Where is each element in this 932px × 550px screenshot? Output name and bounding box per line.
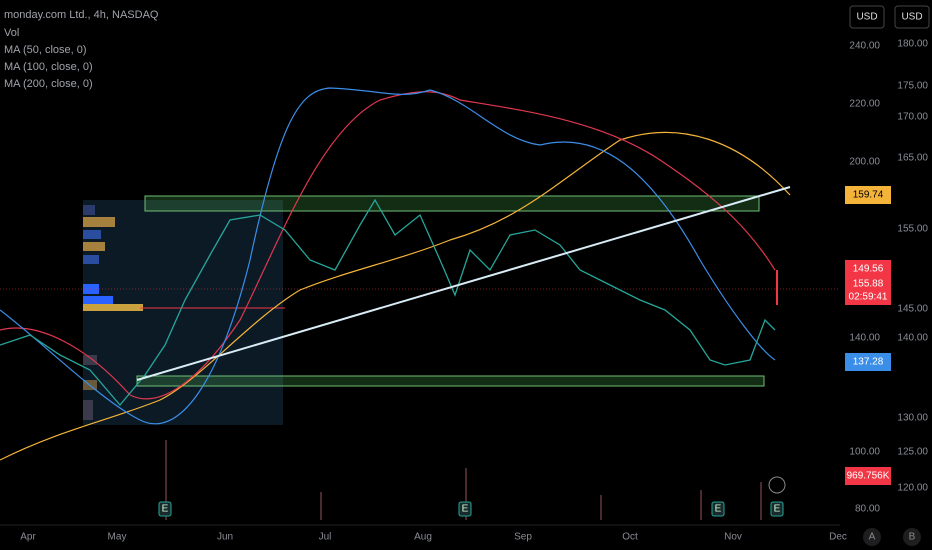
symbol-title: monday.com Ltd., 4h, NASDAQ: [4, 9, 159, 21]
price-label-right: 175.00: [897, 81, 928, 92]
earnings-marker: [458, 501, 472, 517]
price-badge: [845, 275, 891, 305]
earnings-marker: [711, 501, 725, 517]
time-label: Dec: [829, 532, 847, 543]
earnings-marker: [158, 501, 172, 517]
support-zone: [136, 375, 765, 387]
time-label: Sep: [514, 532, 532, 543]
price-badge-label: 149.56: [853, 264, 884, 275]
earnings-marker-label: E: [162, 504, 169, 515]
price-label-right: 140.00: [897, 333, 928, 344]
axis-button[interactable]: [863, 528, 881, 546]
price-label-right: 125.00: [897, 447, 928, 458]
time-label: Aug: [414, 532, 432, 543]
price-label-right: 130.00: [897, 413, 928, 424]
time-label: Jul: [319, 532, 332, 543]
currency-button[interactable]: [849, 5, 885, 29]
price-label-right: 145.00: [897, 304, 928, 315]
time-label: Apr: [20, 532, 36, 543]
price-label-left: 140.00: [849, 333, 880, 344]
earnings-marker-label: E: [462, 504, 469, 515]
price-label-right: 155.00: [897, 224, 928, 235]
price-label-left: 100.00: [849, 447, 880, 458]
price-badge: [845, 467, 891, 485]
price-label-right: 120.00: [897, 483, 928, 494]
price-label-right: 180.00: [897, 39, 928, 50]
price-label-left: 240.00: [849, 41, 880, 52]
alert-icon: [768, 476, 786, 494]
price-badge: [845, 353, 891, 371]
volume-bars: [165, 440, 762, 520]
price-badge-label: 969.756K: [847, 471, 890, 482]
indicator-label: MA (200, close, 0): [4, 78, 93, 90]
earnings-marker-label: E: [774, 504, 781, 515]
price-label-left: 200.00: [849, 157, 880, 168]
price-badge-label: 159.74: [853, 190, 884, 201]
price-path: [0, 198, 776, 407]
ma-100: [0, 91, 776, 400]
profile-area: [83, 200, 283, 425]
price-label-right: 165.00: [897, 153, 928, 164]
price-label-left: 80.00: [855, 504, 880, 515]
indicator-label: Vol: [4, 27, 19, 39]
earnings-marker: [770, 501, 784, 517]
time-label: Jun: [217, 532, 233, 543]
price-badge-label: 155.88: [853, 279, 884, 290]
ma-200: [0, 131, 791, 461]
price-label-left: 220.00: [849, 99, 880, 110]
currency-button-label[interactable]: USD: [901, 12, 922, 23]
countdown: 02:59:41: [849, 292, 888, 303]
time-label: Nov: [724, 532, 742, 543]
price-label-right: 170.00: [897, 112, 928, 123]
axis-button-label[interactable]: A: [869, 532, 876, 543]
ma-50: [0, 87, 776, 425]
indicator-label: MA (50, close, 0): [4, 44, 87, 56]
time-label: May: [108, 532, 127, 543]
axis-button-label[interactable]: B: [909, 532, 916, 543]
price-badge: [845, 260, 891, 278]
price-badge: [845, 186, 891, 204]
time-label: Oct: [622, 532, 638, 543]
price-badge-label: 137.28: [853, 357, 884, 368]
indicator-label: MA (100, close, 0): [4, 61, 93, 73]
trendline: [136, 186, 791, 381]
currency-button-label[interactable]: USD: [856, 12, 877, 23]
currency-button[interactable]: [894, 5, 930, 29]
labels: monday.com Ltd., 4h, NASDAQ Vol MA (50, cl…: [4, 5, 930, 546]
earnings-marker-label: E: [715, 504, 722, 515]
axis-button[interactable]: [903, 528, 921, 546]
